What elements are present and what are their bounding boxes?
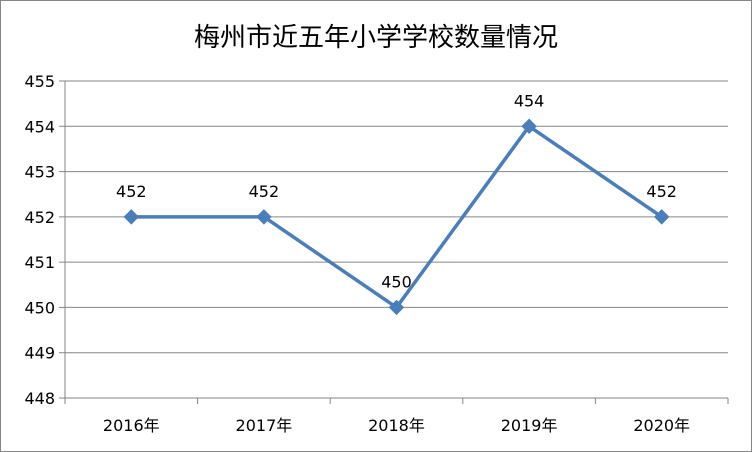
x-tick-label: 2018年 [368, 416, 425, 435]
x-axis-tick-labels: 2016年 2017年 2018年 2019年 2020年 [103, 416, 690, 435]
data-labels: 452 452 450 454 452 [116, 91, 677, 291]
data-label: 450 [381, 272, 412, 291]
data-point-marker [123, 209, 140, 225]
data-label: 454 [514, 91, 545, 110]
data-point-marker [521, 118, 537, 134]
y-tick-label: 455 [24, 72, 55, 91]
y-tick-label: 453 [24, 163, 55, 182]
x-tick-label: 2019年 [501, 416, 558, 435]
y-tick-label: 454 [24, 117, 55, 136]
data-point-marker [653, 209, 670, 225]
data-label: 452 [116, 182, 147, 201]
chart-title: 梅州市近五年小学学校数量情况 [193, 23, 558, 53]
data-label: 452 [249, 182, 280, 201]
x-tick-label: 2017年 [236, 416, 293, 435]
y-tick-label: 449 [24, 344, 55, 363]
y-tick-label: 448 [24, 389, 55, 408]
data-point-marker [388, 299, 405, 316]
y-tick-label: 452 [24, 208, 55, 227]
y-tick-label: 450 [24, 298, 55, 317]
axes [59, 80, 729, 404]
x-tick-label: 2016年 [103, 416, 160, 435]
series-markers [123, 118, 670, 316]
data-point-marker [256, 209, 272, 225]
data-label: 452 [646, 182, 677, 201]
y-tick-label: 451 [24, 253, 55, 272]
y-axis-tick-labels: 448 449 450 451 452 453 454 455 [24, 72, 55, 408]
x-tick-label: 2020年 [633, 416, 690, 435]
